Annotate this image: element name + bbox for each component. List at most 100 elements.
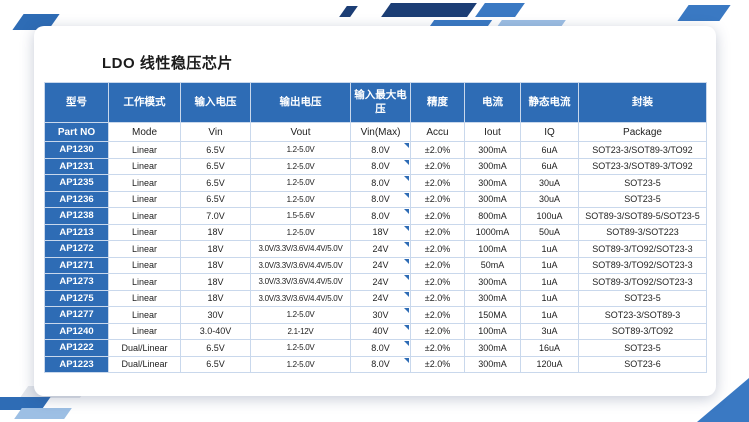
part-no-cell: AP1272 xyxy=(44,240,109,258)
col-header-en: Vout xyxy=(250,122,351,142)
data-cell: 50mA xyxy=(464,256,521,274)
data-cell: 8.0V xyxy=(350,355,411,373)
data-cell: 1.2-5.0V xyxy=(250,355,351,373)
deco-bar-top-right xyxy=(677,5,731,21)
data-cell: Linear xyxy=(108,157,181,175)
data-cell: ±2.0% xyxy=(410,289,465,307)
data-cell: ±2.0% xyxy=(410,141,465,159)
data-cell: 6uA xyxy=(520,157,579,175)
col-header-en: Vin xyxy=(180,122,251,142)
data-cell: ±2.0% xyxy=(410,256,465,274)
part-no-cell: AP1238 xyxy=(44,207,109,225)
data-cell: SOT23-6 xyxy=(578,355,707,373)
data-cell: 3.0V/3.3V/3.6V/4.4V/5.0V xyxy=(250,240,351,258)
data-cell: 1.2-5.0V xyxy=(250,190,351,208)
data-cell: 6.5V xyxy=(180,174,251,192)
data-cell: SOT23-3/SOT89-3/TO92 xyxy=(578,157,707,175)
table-row: AP1275 Linear 18V 3.0V/3.3V/3.6V/4.4V/5.0V 2… xyxy=(44,289,707,307)
data-cell: 1uA xyxy=(520,306,579,324)
data-cell: SOT23-3/SOT89-3 xyxy=(578,306,707,324)
data-cell: 50uA xyxy=(520,223,579,241)
data-cell: SOT23-5 xyxy=(578,174,707,192)
table-row: AP1238 Linear 7.0V 1.5-5.6V 8.0V ±2.0% 800mA 10… xyxy=(44,207,707,225)
col-header-cn: 型号 xyxy=(44,82,109,123)
data-cell: SOT89-3/SOT89-5/SOT23-5 xyxy=(578,207,707,225)
part-no-cell: AP1213 xyxy=(44,223,109,241)
data-cell: 1uA xyxy=(520,273,579,291)
data-cell: Linear xyxy=(108,207,181,225)
data-cell: 6.5V xyxy=(180,355,251,373)
data-cell: 1.2-5.0V xyxy=(250,174,351,192)
data-cell: ±2.0% xyxy=(410,174,465,192)
content-card: LDO 线性稳压芯片 型号 工作模式 输入电压 输出电压 输入最大电压 精度 电流 静态电流封… xyxy=(34,26,716,396)
data-cell: 300mA xyxy=(464,339,521,357)
ldo-table: 型号 工作模式 输入电压 输出电压 输入最大电压 精度 电流 静态电流 封装 Part NO Mo… xyxy=(44,82,707,373)
data-cell: ±2.0% xyxy=(410,273,465,291)
data-cell: SOT23-3/SOT89-3/TO92 xyxy=(578,141,707,159)
data-cell: 1.2-5.0V xyxy=(250,306,351,324)
data-cell: 300mA xyxy=(464,141,521,159)
col-header-cn: 静态电流 xyxy=(520,82,579,123)
table-row: AP1273 Linear 18V 3.0V/3.3V/3.6V/4.4V/5.0V 2… xyxy=(44,273,707,291)
data-cell: 3.0V/3.3V/3.6V/4.4V/5.0V xyxy=(250,273,351,291)
data-cell: SOT23-5 xyxy=(578,190,707,208)
data-cell: Linear xyxy=(108,306,181,324)
data-cell: ±2.0% xyxy=(410,355,465,373)
deco-diamond-small xyxy=(339,6,358,17)
table-row: AP1230 Linear 6.5V 1.2-5.0V 8.0V ±2.0% 300mA 6u… xyxy=(44,141,707,159)
part-no-cell: AP1223 xyxy=(44,355,109,373)
data-cell: 1.2-5.0V xyxy=(250,223,351,241)
data-cell: ±2.0% xyxy=(410,306,465,324)
data-cell: SOT23-5 xyxy=(578,289,707,307)
data-cell: 30uA xyxy=(520,190,579,208)
data-cell: ±2.0% xyxy=(410,190,465,208)
data-cell: 8.0V xyxy=(350,190,411,208)
data-cell: 120uA xyxy=(520,355,579,373)
col-header-en: Accu xyxy=(410,122,465,142)
data-cell: 300mA xyxy=(464,157,521,175)
data-cell: Linear xyxy=(108,273,181,291)
part-no-cell: AP1236 xyxy=(44,190,109,208)
table-row: AP1231 Linear 6.5V 1.2-5.0V 8.0V ±2.0% 300mA 6u… xyxy=(44,157,707,175)
data-cell: ±2.0% xyxy=(410,207,465,225)
data-cell: 1.2-5.0V xyxy=(250,157,351,175)
data-cell: 1.5-5.6V xyxy=(250,207,351,225)
data-cell: 30uA xyxy=(520,174,579,192)
col-header-en: Iout xyxy=(464,122,521,142)
col-header-cn: 电流 xyxy=(464,82,521,123)
data-cell: 8.0V xyxy=(350,339,411,357)
col-header-cn: 工作模式 xyxy=(108,82,181,123)
data-cell: 1.2-5.0V xyxy=(250,339,351,357)
data-cell: ±2.0% xyxy=(410,339,465,357)
data-cell: 18V xyxy=(180,273,251,291)
part-no-cell: AP1235 xyxy=(44,174,109,192)
data-cell: 1.2-5.0V xyxy=(250,141,351,159)
data-cell: Linear xyxy=(108,141,181,159)
table-row: AP1272 Linear 18V 3.0V/3.3V/3.6V/4.4V/5.0V 2… xyxy=(44,240,707,258)
data-cell: 3uA xyxy=(520,322,579,340)
data-cell: SOT89-3/SOT223 xyxy=(578,223,707,241)
data-cell: 18V xyxy=(350,223,411,241)
col-header-cn: 输入电压 xyxy=(180,82,251,123)
data-cell: 6.5V xyxy=(180,190,251,208)
data-cell: Linear xyxy=(108,322,181,340)
col-header-en: Package xyxy=(578,122,707,142)
data-cell: 30V xyxy=(350,306,411,324)
data-cell: SOT23-5 xyxy=(578,339,707,357)
table-row: AP1235 Linear 6.5V 1.2-5.0V 8.0V ±2.0% 300mA 30… xyxy=(44,174,707,192)
col-header-cn: 精度 xyxy=(410,82,465,123)
part-no-cell: AP1231 xyxy=(44,157,109,175)
data-cell: 100mA xyxy=(464,322,521,340)
data-cell: SOT89-3/TO92/SOT23-3 xyxy=(578,273,707,291)
data-cell: 3.0V/3.3V/3.6V/4.4V/5.0V xyxy=(250,256,351,274)
data-cell: 18V xyxy=(180,289,251,307)
part-no-cell: AP1230 xyxy=(44,141,109,159)
part-no-cell: AP1275 xyxy=(44,289,109,307)
data-cell: 300mA xyxy=(464,190,521,208)
data-cell: 300mA xyxy=(464,289,521,307)
data-cell: 6.5V xyxy=(180,157,251,175)
part-no-cell: AP1222 xyxy=(44,339,109,357)
table-row: AP1240 Linear 3.0-40V 2.1-12V 40V ±2.0% 100mA 3… xyxy=(44,322,707,340)
data-cell: ±2.0% xyxy=(410,157,465,175)
deco-bar-bottom-left-light xyxy=(14,408,72,419)
